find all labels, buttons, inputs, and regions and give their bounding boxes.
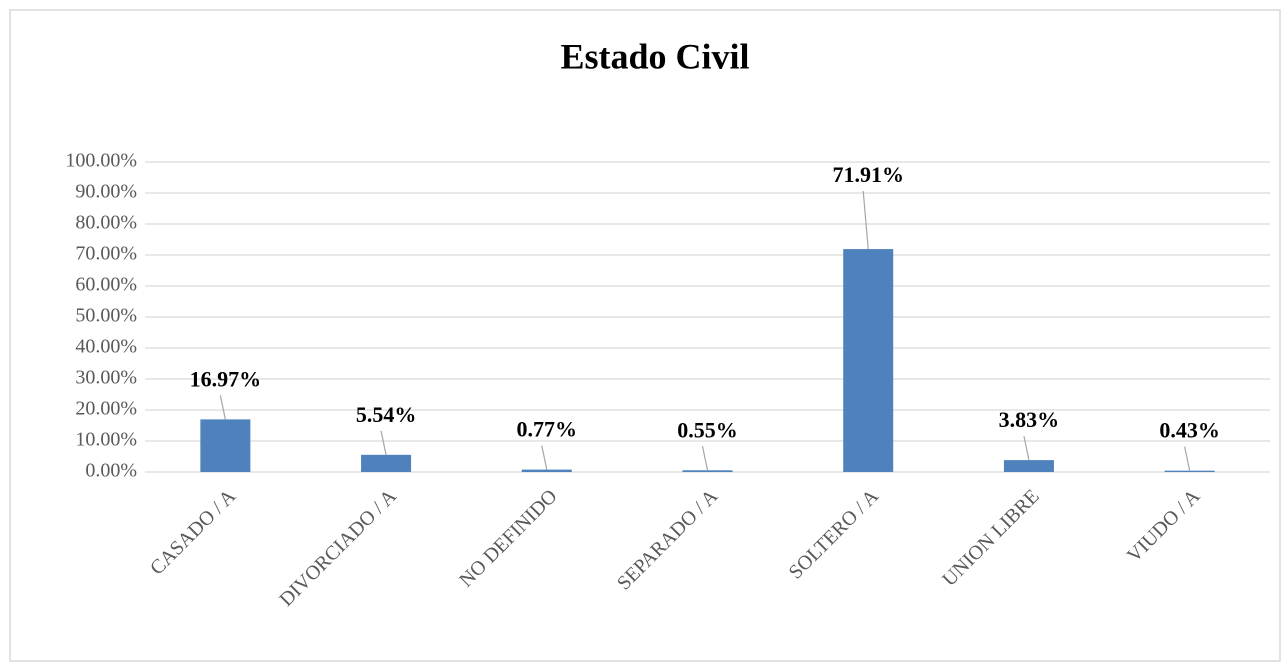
value-label: 16.97% bbox=[190, 366, 262, 391]
bar bbox=[843, 249, 894, 472]
value-label: 71.91% bbox=[832, 162, 904, 187]
value-label: 0.55% bbox=[677, 417, 738, 442]
y-tick-label: 70.00% bbox=[75, 243, 137, 265]
y-tick-label: 40.00% bbox=[75, 336, 137, 358]
value-label: 0.77% bbox=[517, 417, 578, 442]
bar bbox=[521, 469, 572, 472]
bar bbox=[1003, 460, 1054, 472]
y-tick-label: 80.00% bbox=[75, 212, 137, 234]
leader-line bbox=[862, 191, 869, 250]
leader-line bbox=[1184, 446, 1191, 471]
bar bbox=[682, 470, 733, 472]
chart-border bbox=[9, 9, 1281, 662]
leader-line bbox=[541, 445, 548, 470]
y-tick-label: 90.00% bbox=[75, 181, 137, 203]
bar bbox=[361, 454, 412, 472]
bar bbox=[200, 419, 251, 472]
value-label: 0.43% bbox=[1159, 418, 1220, 443]
leader-line bbox=[701, 446, 709, 471]
y-tick-label: 100.00% bbox=[65, 150, 137, 172]
y-tick-label: 60.00% bbox=[75, 274, 137, 296]
value-label: 3.83% bbox=[999, 407, 1060, 432]
y-tick-label: 50.00% bbox=[75, 305, 137, 327]
leader-line bbox=[219, 395, 226, 420]
y-tick-label: 20.00% bbox=[75, 398, 137, 420]
y-tick-label: 30.00% bbox=[75, 367, 137, 389]
chart-title: Estado Civil bbox=[560, 36, 749, 76]
y-tick-label: 0.00% bbox=[85, 460, 137, 482]
leader-line bbox=[380, 430, 387, 455]
y-tick-label: 10.00% bbox=[75, 429, 137, 451]
leader-line bbox=[1023, 436, 1030, 461]
bar bbox=[1164, 470, 1215, 472]
value-label: 5.54% bbox=[356, 402, 417, 427]
